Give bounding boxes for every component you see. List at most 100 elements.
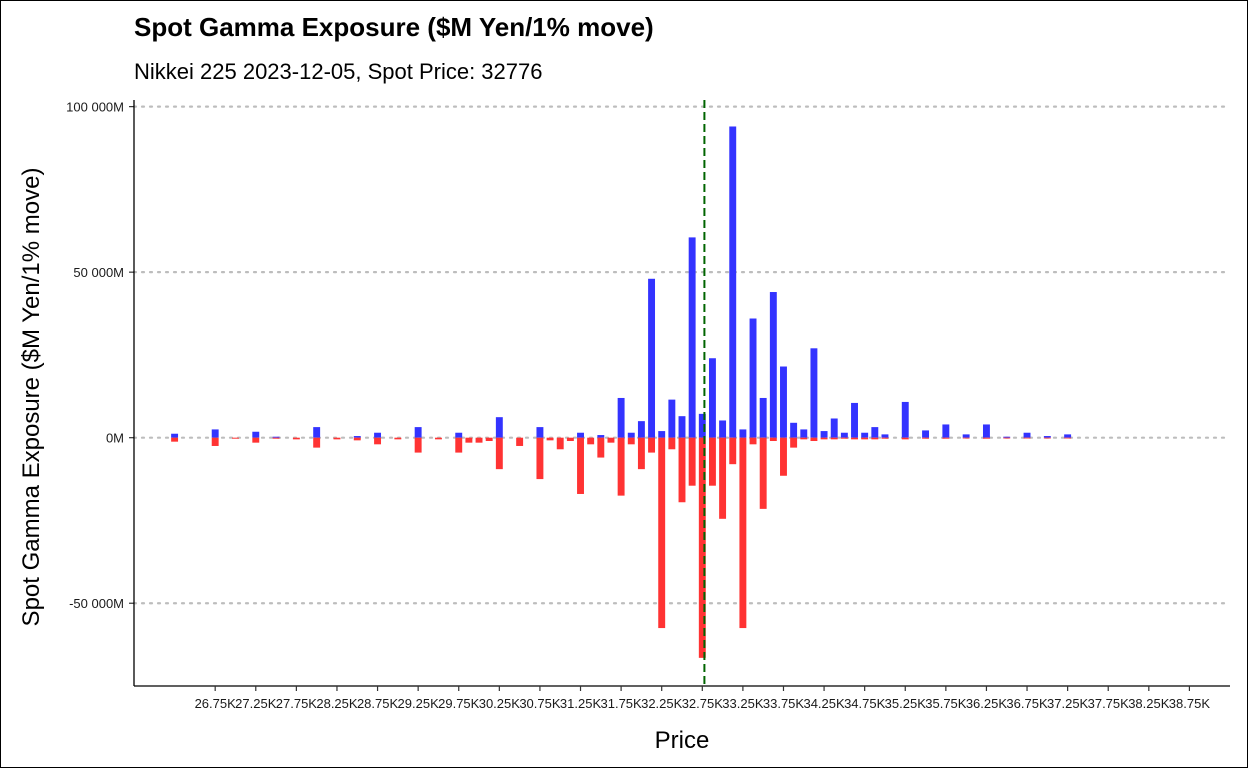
put-bar: [607, 437, 615, 443]
put-bar: [708, 437, 716, 486]
call-bar: [698, 413, 706, 438]
call-bar: [739, 429, 747, 438]
put-bar: [546, 437, 554, 441]
call-bar: [922, 430, 930, 438]
y-tick-label: 50 000M: [73, 265, 124, 280]
put-bar: [587, 437, 595, 445]
call-bar: [171, 433, 179, 438]
x-tick-label: 29.75K: [438, 696, 480, 711]
call-bar: [374, 432, 382, 438]
put-bar: [780, 437, 787, 476]
call-bar: [658, 431, 666, 438]
put-bar: [434, 437, 442, 440]
put-bar: [292, 437, 300, 440]
chart-title: Spot Gamma Exposure ($M Yen/1% move): [134, 12, 654, 42]
call-bar: [536, 427, 544, 438]
put-bar: [820, 437, 828, 440]
x-tick-label: 35.25K: [885, 696, 927, 711]
x-tick-label: 27.25K: [235, 696, 277, 711]
call-bar: [810, 348, 818, 438]
put-bar: [536, 437, 544, 480]
call-bar: [1003, 436, 1011, 438]
x-tick-label: 34.25K: [803, 696, 845, 711]
x-tick-label: 29.25K: [398, 696, 440, 711]
x-tick-label: 38.25K: [1128, 696, 1170, 711]
put-bar: [1064, 437, 1072, 439]
call-bar: [353, 436, 361, 438]
put-bar: [800, 437, 808, 440]
put-bar: [455, 437, 463, 453]
x-tick-label: 30.25K: [479, 696, 521, 711]
call-bar: [252, 431, 260, 438]
call-bar: [211, 429, 219, 438]
call-bar: [1023, 432, 1031, 438]
put-bar: [485, 437, 493, 442]
put-bar: [962, 437, 970, 439]
x-tick-label: 37.25K: [1047, 696, 1089, 711]
x-tick-label: 31.75K: [601, 696, 643, 711]
y-tick-label: -50 000M: [69, 596, 124, 611]
call-bar: [627, 432, 635, 438]
put-bar: [495, 437, 503, 470]
put-bar: [414, 437, 422, 453]
put-bar: [688, 437, 696, 486]
call-bar: [881, 434, 889, 438]
axes: 100 000M 50 000M 0M -50 000M 26.75K 27.25K 27.…: [66, 100, 1230, 711]
x-tick-label: 32.75K: [682, 696, 724, 711]
x-tick-label: 27.75K: [276, 696, 318, 711]
put-bar: [1043, 437, 1051, 439]
call-bar: [729, 126, 737, 438]
put-bar: [881, 437, 889, 439]
call-bar: [851, 402, 858, 438]
put-bar: [566, 437, 574, 442]
put-bar: [637, 437, 645, 470]
put-bar: [861, 437, 869, 440]
call-bar: [1064, 434, 1072, 438]
put-bar: [475, 437, 483, 443]
call-bar: [637, 421, 645, 438]
x-tick-label: 34.75K: [844, 696, 886, 711]
call-bar: [820, 431, 828, 438]
call-bar: [597, 435, 605, 438]
call-bar: [759, 397, 767, 438]
call-bar: [840, 432, 848, 438]
put-bar: [313, 437, 321, 448]
put-bar: [901, 437, 909, 440]
put-bar: [698, 437, 706, 658]
put-bar: [658, 437, 666, 629]
x-tick-label: 37.75K: [1088, 696, 1130, 711]
bars: [171, 126, 1072, 658]
call-bar: [313, 427, 321, 438]
put-bar: [617, 437, 625, 496]
put-bar: [252, 437, 260, 443]
call-bar: [769, 292, 777, 438]
x-tick-label: 26.75K: [195, 696, 237, 711]
x-tick-label: 33.25K: [722, 696, 764, 711]
put-bar: [577, 437, 584, 494]
call-bar: [668, 399, 676, 438]
put-bar: [272, 437, 280, 439]
y-axis-title: Spot Gamma Exposure ($M Yen/1% move): [18, 168, 45, 627]
call-bar: [861, 432, 869, 438]
call-bar: [577, 432, 584, 438]
put-bar: [668, 437, 676, 450]
x-tick-label: 36.75K: [1006, 696, 1048, 711]
call-bar: [962, 434, 970, 438]
put-bar: [759, 437, 767, 509]
put-bar: [840, 437, 848, 439]
y-tick-label: 100 000M: [66, 100, 124, 115]
put-bar: [627, 437, 635, 445]
call-bar: [688, 237, 696, 438]
put-bar: [830, 437, 838, 440]
put-bar: [942, 437, 950, 439]
put-bar: [769, 437, 777, 442]
put-bar: [871, 437, 879, 440]
put-bar: [729, 437, 737, 465]
call-bar: [495, 417, 503, 438]
x-tick-label: 33.75K: [763, 696, 805, 711]
call-bar: [648, 278, 656, 438]
x-tick-label: 28.25K: [316, 696, 358, 711]
grid-lines: [132, 105, 1232, 605]
put-bar: [851, 437, 858, 440]
